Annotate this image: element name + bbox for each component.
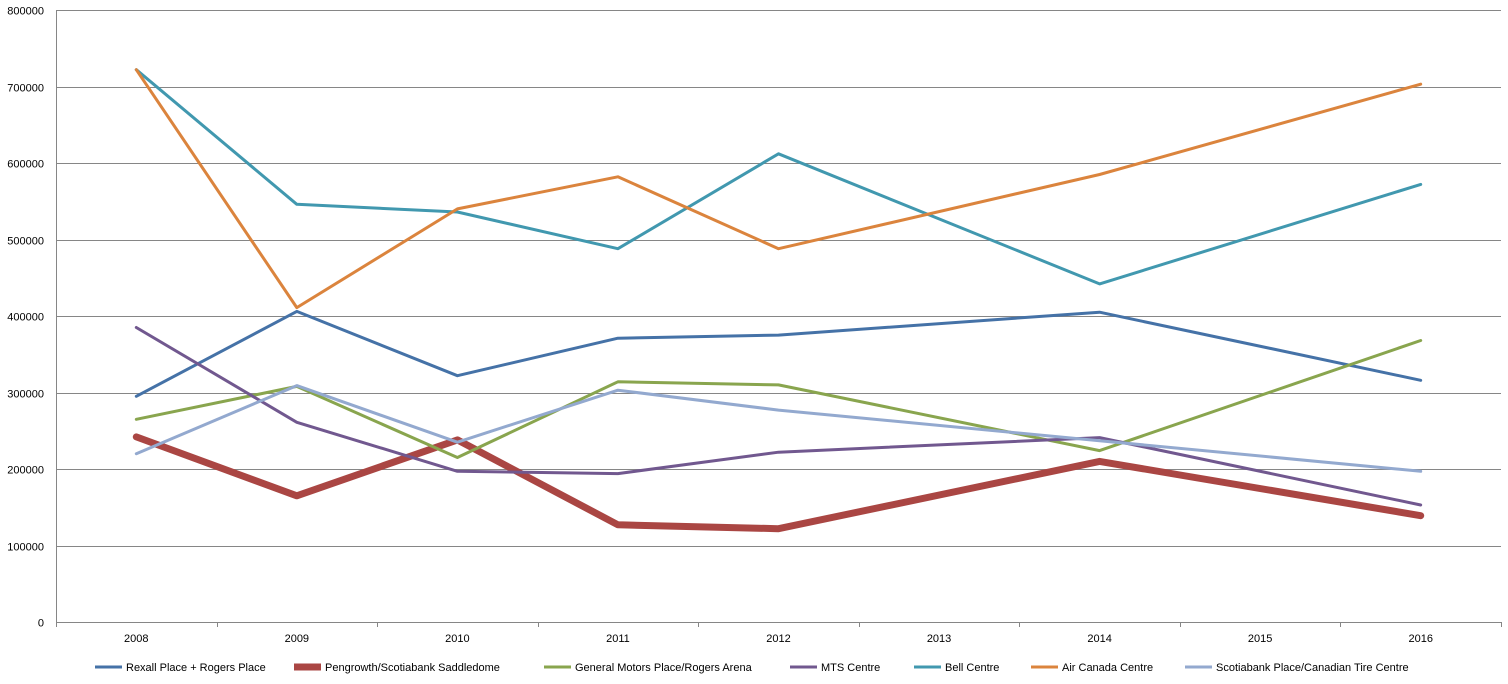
series-line-5 [134, 68, 1423, 310]
legend-label-5: Air Canada Centre [1062, 662, 1153, 674]
x-tick-label: 2013 [927, 633, 951, 645]
series-line-1 [132, 433, 1425, 533]
y-tick-label: 100000 [7, 542, 44, 554]
y-tick-label: 700000 [7, 83, 44, 95]
legend: Rexall Place + Rogers Place Pengrowth/Sco… [95, 662, 1409, 674]
series-line-0 [134, 309, 1423, 398]
axes: 0 100000 200000 300000 400000 500000 600000 700… [7, 6, 1502, 645]
legend-label-1: Pengrowth/Scotiabank Saddledome [325, 662, 500, 674]
series-line-6 [134, 384, 1423, 473]
x-tick-label: 2009 [285, 633, 309, 645]
x-tick-label: 2016 [1408, 633, 1432, 645]
x-tick-label: 2012 [766, 633, 790, 645]
legend-label-4: Bell Centre [945, 662, 999, 674]
x-tick-label: 2015 [1248, 633, 1272, 645]
y-tick-label: 300000 [7, 389, 44, 401]
series-line-4 [134, 68, 1423, 286]
legend-label-6: Scotiabank Place/Canadian Tire Centre [1216, 662, 1409, 674]
x-tick-label: 2008 [124, 633, 148, 645]
legend-label-3: MTS Centre [821, 662, 880, 674]
y-tick-label: 600000 [7, 159, 44, 171]
x-tick-label: 2010 [445, 633, 469, 645]
series-lines [132, 68, 1425, 533]
y-tick-label: 0 [38, 618, 44, 630]
y-tick-label: 200000 [7, 465, 44, 477]
x-tick-label: 2014 [1087, 633, 1111, 645]
y-tick-label: 400000 [7, 312, 44, 324]
x-tick-label: 2011 [606, 633, 630, 645]
legend-label-0: Rexall Place + Rogers Place [126, 662, 266, 674]
series-line-2 [134, 339, 1423, 459]
y-tick-label: 500000 [7, 236, 44, 248]
legend-label-2: General Motors Place/Rogers Arena [575, 662, 753, 674]
grid-lines [56, 10, 1501, 547]
y-tick-label: 800000 [7, 6, 44, 18]
series-line-3 [134, 326, 1423, 507]
